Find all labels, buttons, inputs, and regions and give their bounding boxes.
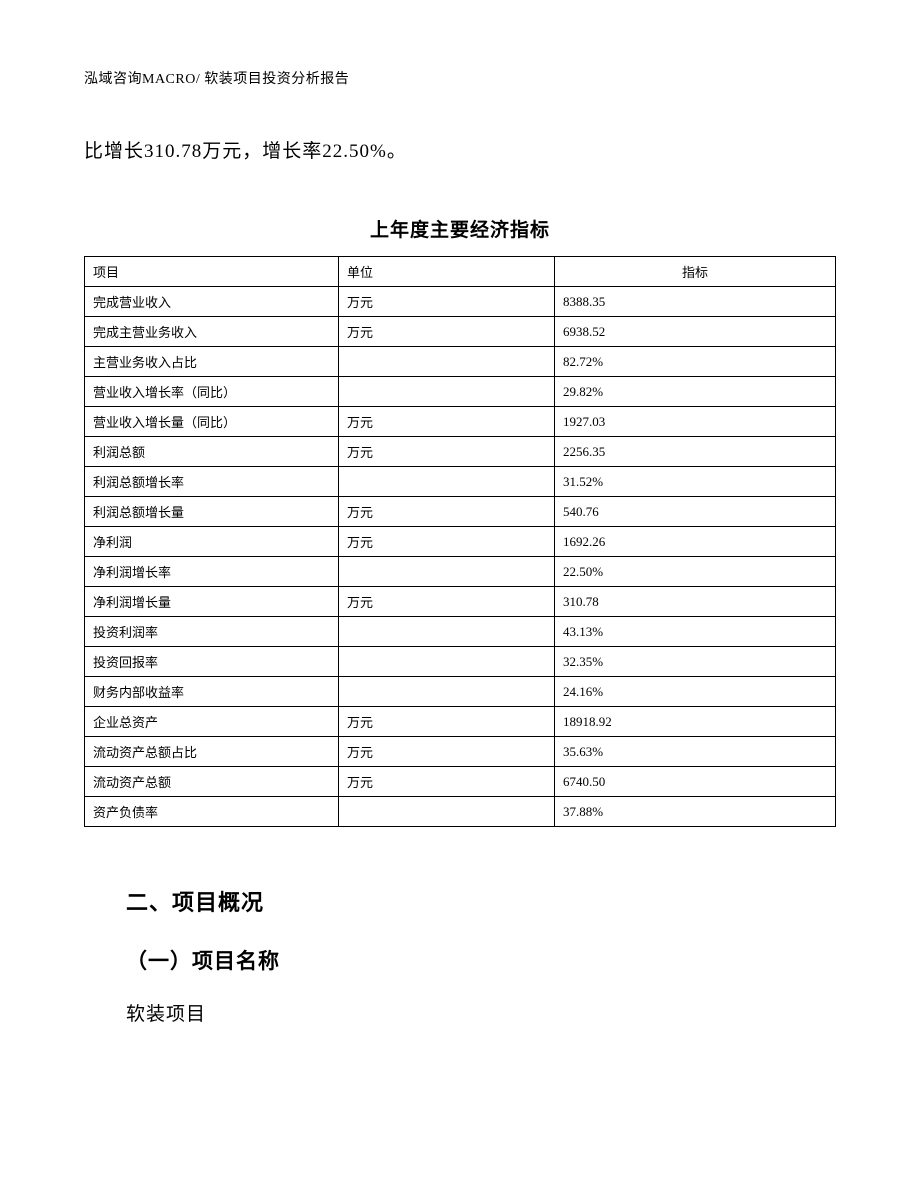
table-header-row: 项目 单位 指标 (85, 257, 836, 287)
table-cell: 2256.35 (555, 437, 836, 467)
table-cell: 净利润 (85, 527, 339, 557)
table-cell (339, 377, 555, 407)
table-cell: 净利润增长率 (85, 557, 339, 587)
table-cell: 财务内部收益率 (85, 677, 339, 707)
table-cell: 主营业务收入占比 (85, 347, 339, 377)
project-name-text: 软装项目 (126, 999, 836, 1026)
table-row: 流动资产总额占比万元35.63% (85, 737, 836, 767)
table-cell: 82.72% (555, 347, 836, 377)
table-cell: 万元 (339, 527, 555, 557)
table-row: 主营业务收入占比 82.72% (85, 347, 836, 377)
table-cell: 万元 (339, 767, 555, 797)
table-cell: 31.52% (555, 467, 836, 497)
table-cell: 营业收入增长率（同比） (85, 377, 339, 407)
table-cell: 流动资产总额占比 (85, 737, 339, 767)
table-cell: 万元 (339, 317, 555, 347)
table-cell (339, 557, 555, 587)
table-cell: 29.82% (555, 377, 836, 407)
table-row: 企业总资产万元18918.92 (85, 707, 836, 737)
table-row: 净利润万元1692.26 (85, 527, 836, 557)
table-cell: 1692.26 (555, 527, 836, 557)
table-cell: 利润总额增长率 (85, 467, 339, 497)
table-cell: 32.35% (555, 647, 836, 677)
table-cell: 完成营业收入 (85, 287, 339, 317)
table-cell: 22.50% (555, 557, 836, 587)
table-row: 财务内部收益率 24.16% (85, 677, 836, 707)
page-header: 泓域咨询MACRO/ 软装项目投资分析报告 (84, 68, 836, 88)
sub-heading: （一）项目名称 (126, 945, 836, 975)
table-row: 营业收入增长量（同比）万元1927.03 (85, 407, 836, 437)
section-heading: 二、项目概况 (126, 885, 836, 917)
table-cell: 净利润增长量 (85, 587, 339, 617)
table-cell: 万元 (339, 737, 555, 767)
table-row: 净利润增长量万元310.78 (85, 587, 836, 617)
table-cell: 万元 (339, 407, 555, 437)
table-cell (339, 797, 555, 827)
table-cell: 6938.52 (555, 317, 836, 347)
table-row: 完成营业收入万元8388.35 (85, 287, 836, 317)
col-header-unit: 单位 (339, 257, 555, 287)
economic-indicators-table: 项目 单位 指标 完成营业收入万元8388.35完成主营业务收入万元6938.5… (84, 256, 836, 827)
table-cell: 营业收入增长量（同比） (85, 407, 339, 437)
table-cell: 万元 (339, 707, 555, 737)
body-paragraph: 比增长310.78万元，增长率22.50%。 (84, 136, 836, 163)
table-cell (339, 617, 555, 647)
table-cell: 6740.50 (555, 767, 836, 797)
table-cell: 18918.92 (555, 707, 836, 737)
table-row: 资产负债率 37.88% (85, 797, 836, 827)
table-cell: 万元 (339, 287, 555, 317)
table-row: 流动资产总额万元6740.50 (85, 767, 836, 797)
table-cell: 43.13% (555, 617, 836, 647)
col-header-indicator: 指标 (555, 257, 836, 287)
table-row: 净利润增长率 22.50% (85, 557, 836, 587)
table-cell (339, 647, 555, 677)
table-cell: 投资利润率 (85, 617, 339, 647)
table-cell: 8388.35 (555, 287, 836, 317)
table-cell: 310.78 (555, 587, 836, 617)
table-cell: 万元 (339, 497, 555, 527)
table-row: 利润总额万元2256.35 (85, 437, 836, 467)
table-cell: 37.88% (555, 797, 836, 827)
table-cell: 完成主营业务收入 (85, 317, 339, 347)
table-row: 投资利润率 43.13% (85, 617, 836, 647)
table-cell: 35.63% (555, 737, 836, 767)
table-cell (339, 347, 555, 377)
table-cell: 24.16% (555, 677, 836, 707)
table-cell: 投资回报率 (85, 647, 339, 677)
table-cell: 企业总资产 (85, 707, 339, 737)
table-row: 投资回报率 32.35% (85, 647, 836, 677)
table-cell: 1927.03 (555, 407, 836, 437)
col-header-item: 项目 (85, 257, 339, 287)
table-cell: 540.76 (555, 497, 836, 527)
table-title: 上年度主要经济指标 (84, 215, 836, 242)
table-row: 利润总额增长量万元540.76 (85, 497, 836, 527)
table-cell: 流动资产总额 (85, 767, 339, 797)
table-cell: 利润总额 (85, 437, 339, 467)
table-row: 营业收入增长率（同比） 29.82% (85, 377, 836, 407)
table-cell (339, 467, 555, 497)
table-cell: 资产负债率 (85, 797, 339, 827)
table-cell: 万元 (339, 587, 555, 617)
table-row: 完成主营业务收入万元6938.52 (85, 317, 836, 347)
table-row: 利润总额增长率 31.52% (85, 467, 836, 497)
table-cell (339, 677, 555, 707)
table-cell: 万元 (339, 437, 555, 467)
table-cell: 利润总额增长量 (85, 497, 339, 527)
